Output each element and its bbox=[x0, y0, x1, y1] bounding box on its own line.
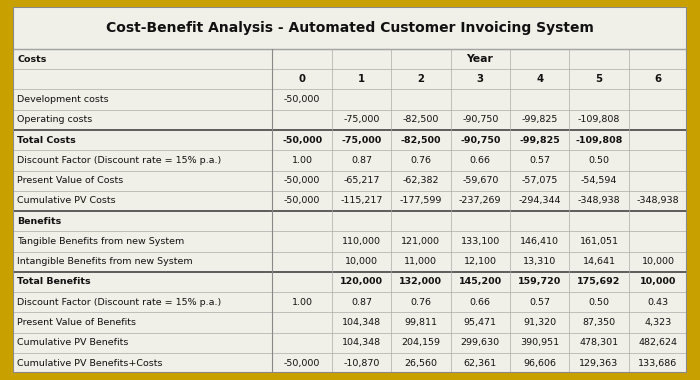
Text: 390,951: 390,951 bbox=[520, 338, 559, 347]
Text: -90,750: -90,750 bbox=[460, 136, 500, 145]
Text: -115,217: -115,217 bbox=[340, 196, 383, 206]
Text: 0.57: 0.57 bbox=[529, 156, 550, 165]
Text: -82,500: -82,500 bbox=[402, 116, 439, 124]
Text: 0.76: 0.76 bbox=[410, 156, 431, 165]
Text: Cumulative PV Benefits+Costs: Cumulative PV Benefits+Costs bbox=[18, 358, 163, 367]
Text: Total Benefits: Total Benefits bbox=[18, 277, 91, 287]
Text: 6: 6 bbox=[654, 74, 661, 84]
Text: 120,000: 120,000 bbox=[340, 277, 383, 287]
Text: Discount Factor (Discount rate = 15% p.a.): Discount Factor (Discount rate = 15% p.a… bbox=[18, 156, 222, 165]
Text: -109,808: -109,808 bbox=[578, 116, 620, 124]
Text: 0.43: 0.43 bbox=[648, 298, 668, 307]
Text: -59,670: -59,670 bbox=[462, 176, 498, 185]
Text: Development costs: Development costs bbox=[18, 95, 109, 104]
Text: Present Value of Costs: Present Value of Costs bbox=[18, 176, 124, 185]
Text: 11,000: 11,000 bbox=[405, 257, 438, 266]
Text: 478,301: 478,301 bbox=[580, 338, 619, 347]
Text: 0.50: 0.50 bbox=[589, 298, 610, 307]
Text: 175,692: 175,692 bbox=[578, 277, 621, 287]
Text: -50,000: -50,000 bbox=[284, 358, 321, 367]
Text: 121,000: 121,000 bbox=[401, 237, 440, 246]
Text: 95,471: 95,471 bbox=[463, 318, 497, 327]
Text: 132,000: 132,000 bbox=[400, 277, 442, 287]
Text: -109,808: -109,808 bbox=[575, 136, 623, 145]
Text: -237,269: -237,269 bbox=[459, 196, 501, 206]
Text: 159,720: 159,720 bbox=[518, 277, 561, 287]
Text: -62,382: -62,382 bbox=[402, 176, 439, 185]
Text: 0: 0 bbox=[299, 74, 306, 84]
Text: Present Value of Benefits: Present Value of Benefits bbox=[18, 318, 136, 327]
Text: 99,811: 99,811 bbox=[405, 318, 438, 327]
Text: Total Costs: Total Costs bbox=[18, 136, 76, 145]
Text: 3: 3 bbox=[477, 74, 484, 84]
Text: -50,000: -50,000 bbox=[284, 176, 321, 185]
Text: 1.00: 1.00 bbox=[292, 298, 313, 307]
Text: 0.87: 0.87 bbox=[351, 156, 372, 165]
Text: 87,350: 87,350 bbox=[582, 318, 615, 327]
Text: Intangible Benefits from new System: Intangible Benefits from new System bbox=[18, 257, 193, 266]
Text: -99,825: -99,825 bbox=[519, 136, 560, 145]
Text: -90,750: -90,750 bbox=[462, 116, 498, 124]
Text: -10,870: -10,870 bbox=[343, 358, 379, 367]
Text: -65,217: -65,217 bbox=[343, 176, 379, 185]
Text: 5: 5 bbox=[596, 74, 603, 84]
Text: 1: 1 bbox=[358, 74, 365, 84]
Text: 26,560: 26,560 bbox=[405, 358, 438, 367]
Text: 482,624: 482,624 bbox=[638, 338, 678, 347]
Text: 91,320: 91,320 bbox=[523, 318, 556, 327]
Text: 0.87: 0.87 bbox=[351, 298, 372, 307]
Text: 104,348: 104,348 bbox=[342, 318, 381, 327]
Text: 4: 4 bbox=[536, 74, 543, 84]
Text: -177,599: -177,599 bbox=[400, 196, 442, 206]
Text: Cost-Benefit Analysis - Automated Customer Invoicing System: Cost-Benefit Analysis - Automated Custom… bbox=[106, 21, 594, 35]
Text: 0.50: 0.50 bbox=[589, 156, 610, 165]
Text: 0.66: 0.66 bbox=[470, 156, 491, 165]
Text: 4,323: 4,323 bbox=[645, 318, 672, 327]
Text: Benefits: Benefits bbox=[18, 217, 62, 226]
Text: -57,075: -57,075 bbox=[522, 176, 558, 185]
Text: 96,606: 96,606 bbox=[523, 358, 556, 367]
Text: 110,000: 110,000 bbox=[342, 237, 381, 246]
Text: Operating costs: Operating costs bbox=[18, 116, 92, 124]
Text: -75,000: -75,000 bbox=[342, 136, 382, 145]
Text: Costs: Costs bbox=[18, 55, 47, 63]
Text: Year: Year bbox=[466, 54, 494, 64]
Text: 1.00: 1.00 bbox=[292, 156, 313, 165]
Text: Discount Factor (Discount rate = 15% p.a.): Discount Factor (Discount rate = 15% p.a… bbox=[18, 298, 222, 307]
Text: -348,938: -348,938 bbox=[578, 196, 620, 206]
Text: -99,825: -99,825 bbox=[522, 116, 558, 124]
Text: -348,938: -348,938 bbox=[637, 196, 680, 206]
Text: 129,363: 129,363 bbox=[580, 358, 619, 367]
Text: 13,310: 13,310 bbox=[523, 257, 556, 266]
Text: 146,410: 146,410 bbox=[520, 237, 559, 246]
Text: -54,594: -54,594 bbox=[581, 176, 617, 185]
Text: 0.66: 0.66 bbox=[470, 298, 491, 307]
Text: 2: 2 bbox=[417, 74, 424, 84]
Text: -50,000: -50,000 bbox=[282, 136, 322, 145]
Text: Tangible Benefits from new System: Tangible Benefits from new System bbox=[18, 237, 185, 246]
Text: -82,500: -82,500 bbox=[400, 136, 441, 145]
Text: 10,000: 10,000 bbox=[640, 277, 676, 287]
Text: -50,000: -50,000 bbox=[284, 95, 321, 104]
Text: 12,100: 12,100 bbox=[463, 257, 497, 266]
Text: Cumulative PV Costs: Cumulative PV Costs bbox=[18, 196, 116, 206]
Text: 14,641: 14,641 bbox=[582, 257, 615, 266]
Text: 133,686: 133,686 bbox=[638, 358, 678, 367]
Text: Cumulative PV Benefits: Cumulative PV Benefits bbox=[18, 338, 129, 347]
Text: 299,630: 299,630 bbox=[461, 338, 500, 347]
Text: 145,200: 145,200 bbox=[458, 277, 502, 287]
Text: 10,000: 10,000 bbox=[345, 257, 378, 266]
Text: 10,000: 10,000 bbox=[641, 257, 675, 266]
Text: 0.57: 0.57 bbox=[529, 298, 550, 307]
Text: -75,000: -75,000 bbox=[343, 116, 379, 124]
Text: 0.76: 0.76 bbox=[410, 298, 431, 307]
Text: 204,159: 204,159 bbox=[401, 338, 440, 347]
Text: 62,361: 62,361 bbox=[463, 358, 497, 367]
Text: 161,051: 161,051 bbox=[580, 237, 619, 246]
Text: -50,000: -50,000 bbox=[284, 196, 321, 206]
Text: 104,348: 104,348 bbox=[342, 338, 381, 347]
Text: -294,344: -294,344 bbox=[519, 196, 561, 206]
Text: 133,100: 133,100 bbox=[461, 237, 500, 246]
